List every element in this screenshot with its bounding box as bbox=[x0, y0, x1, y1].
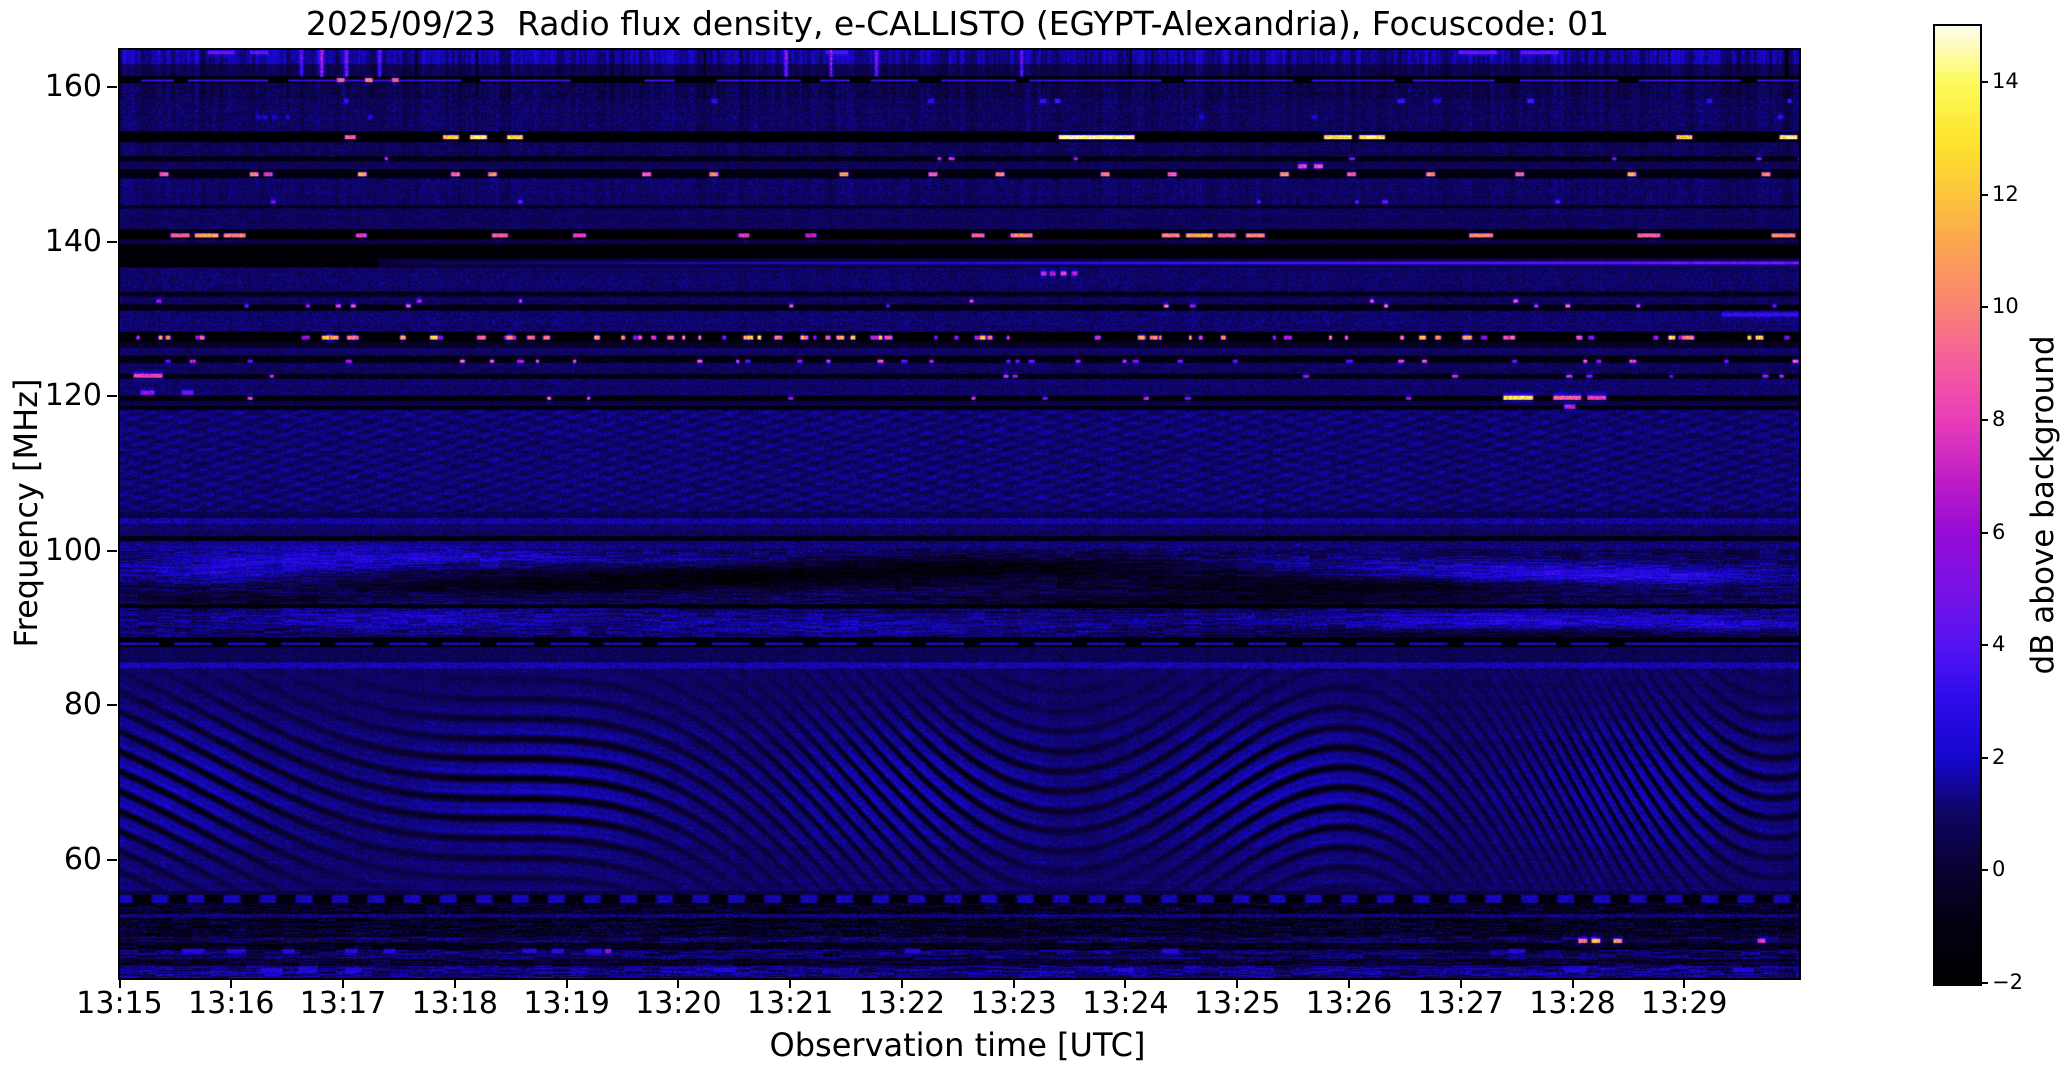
colorbar-tick-label: 2 bbox=[1992, 744, 2006, 769]
colorbar-tick-label: 14 bbox=[1992, 69, 2019, 94]
y-tick-mark bbox=[107, 86, 117, 88]
x-tick-label: 13:17 bbox=[299, 986, 387, 1021]
colorbar-tick-mark bbox=[1980, 419, 1988, 422]
x-tick-mark bbox=[789, 978, 792, 988]
x-tick-mark bbox=[1459, 978, 1462, 988]
x-tick-label: 13:21 bbox=[746, 986, 834, 1021]
colorbar-tick-mark bbox=[1980, 756, 1988, 759]
colorbar-tick-mark bbox=[1980, 981, 1988, 984]
x-tick-mark bbox=[1124, 978, 1127, 988]
y-tick-mark bbox=[107, 549, 117, 552]
colorbar-tick-mark bbox=[1980, 306, 1988, 309]
x-tick-label: 13:19 bbox=[523, 986, 610, 1021]
x-tick-label: 13:28 bbox=[1529, 986, 1616, 1021]
colorbar-label: dB above background bbox=[2025, 335, 2061, 675]
x-tick-mark bbox=[1683, 978, 1686, 988]
colorbar-tick-mark bbox=[1980, 531, 1988, 534]
y-axis-label: Frequency [MHz] bbox=[7, 378, 45, 648]
y-tick-label: 140 bbox=[44, 223, 102, 259]
x-tick-mark bbox=[1571, 978, 1574, 988]
x-tick-mark bbox=[900, 978, 903, 988]
colorbar-tick-label: 4 bbox=[1992, 632, 2006, 657]
colorbar-tick-mark bbox=[1980, 81, 1988, 84]
y-tick-mark bbox=[107, 704, 117, 707]
colorbar-tick-label: 0 bbox=[1992, 857, 2006, 882]
y-tick-label: 100 bbox=[44, 532, 102, 568]
x-tick-label: 13:27 bbox=[1417, 986, 1504, 1021]
x-tick-mark bbox=[118, 978, 121, 988]
x-tick-label: 13:29 bbox=[1641, 986, 1728, 1021]
y-tick-mark bbox=[107, 858, 117, 861]
x-tick-label: 13:25 bbox=[1193, 986, 1281, 1021]
x-tick-label: 13:23 bbox=[970, 986, 1057, 1021]
y-tick-label: 80 bbox=[63, 687, 102, 723]
spectrogram-canvas bbox=[120, 50, 1799, 978]
x-tick-label: 13:26 bbox=[1305, 986, 1393, 1021]
chart-title: 2025/09/23 Radio flux density, e-CALLIST… bbox=[305, 4, 1610, 43]
y-tick-label: 120 bbox=[44, 378, 102, 414]
colorbar-tick-label: 6 bbox=[1992, 519, 2006, 544]
x-tick-label: 13:18 bbox=[411, 986, 499, 1021]
y-tick-mark bbox=[107, 240, 117, 243]
x-tick-mark bbox=[677, 978, 680, 988]
colorbar bbox=[1933, 24, 1982, 986]
colorbar-tick-mark bbox=[1980, 644, 1988, 647]
colorbar-canvas bbox=[1935, 26, 1980, 984]
x-tick-mark bbox=[1236, 978, 1239, 988]
x-tick-mark bbox=[565, 978, 568, 988]
x-tick-label: 13:16 bbox=[188, 986, 275, 1021]
x-tick-label: 13:22 bbox=[858, 986, 946, 1021]
x-tick-mark bbox=[1012, 978, 1015, 988]
x-tick-mark bbox=[453, 978, 456, 988]
spectrogram-plot-area bbox=[118, 48, 1801, 980]
colorbar-tick-label: 8 bbox=[1992, 407, 2006, 432]
colorbar-tick-mark bbox=[1980, 869, 1988, 872]
colorbar-tick-mark bbox=[1980, 193, 1988, 196]
x-tick-mark bbox=[342, 978, 345, 988]
x-tick-label: 13:20 bbox=[635, 986, 722, 1021]
colorbar-tick-label: −2 bbox=[1992, 969, 2023, 994]
colorbar-tick-label: 12 bbox=[1992, 181, 2019, 206]
x-axis-label: Observation time [UTC] bbox=[769, 1026, 1146, 1064]
y-tick-mark bbox=[107, 395, 117, 398]
y-tick-label: 60 bbox=[63, 841, 102, 877]
x-tick-label: 13:24 bbox=[1082, 986, 1169, 1021]
x-tick-label: 13:15 bbox=[76, 986, 163, 1021]
x-tick-mark bbox=[230, 978, 233, 988]
y-tick-label: 160 bbox=[44, 69, 102, 104]
colorbar-tick-label: 10 bbox=[1992, 294, 2019, 319]
x-tick-mark bbox=[1347, 978, 1350, 988]
